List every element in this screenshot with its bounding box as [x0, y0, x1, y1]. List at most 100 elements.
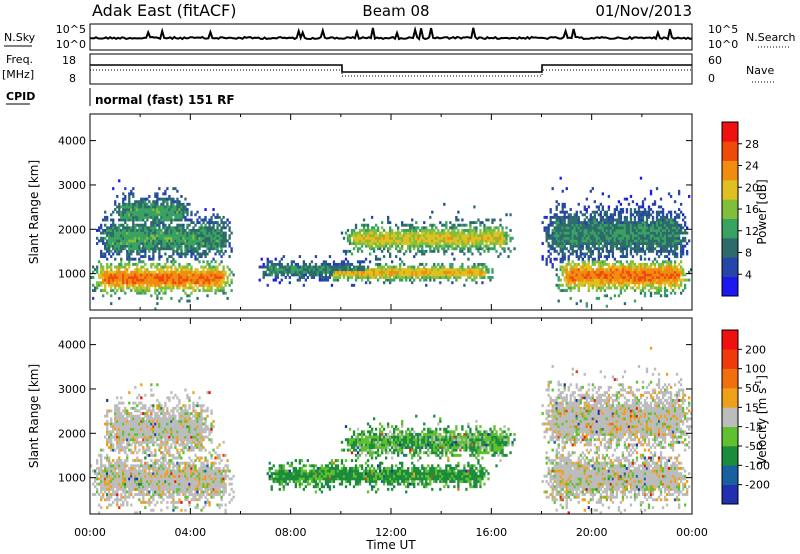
heatmap-cell	[491, 276, 494, 279]
heatmap-cell	[146, 268, 149, 272]
heatmap-cell	[639, 223, 643, 227]
heatmap-cell	[415, 226, 418, 230]
heatmap-cell	[120, 218, 123, 222]
heatmap-cell	[631, 262, 635, 266]
heatmap-cell	[473, 278, 476, 282]
heatmap-cell	[122, 286, 125, 290]
heatmap-cell	[164, 276, 167, 279]
heatmap-cell	[228, 242, 231, 245]
heatmap-cell	[643, 221, 647, 225]
freq-label-1: Freq.	[6, 53, 33, 66]
heatmap-cell	[673, 218, 677, 222]
heatmap-cell	[362, 223, 366, 227]
heatmap-cell	[541, 242, 544, 245]
heatmap-cell	[266, 268, 269, 272]
heatmap-cell	[146, 228, 149, 232]
heatmap-cell	[126, 242, 129, 245]
heatmap-cell	[100, 495, 103, 499]
heatmap-cell	[677, 215, 681, 219]
heatmap-cell	[116, 242, 119, 245]
heatmap-cell	[475, 273, 478, 277]
heatmap-cell	[437, 270, 440, 274]
heatmap-cell	[120, 270, 123, 274]
heatmap-cell	[603, 294, 607, 298]
heatmap-cell	[655, 187, 659, 191]
heatmap-cell	[210, 234, 213, 238]
heatmap-cell	[138, 291, 141, 295]
heatmap-cell	[158, 205, 161, 209]
heatmap-cell	[461, 236, 464, 240]
heatmap-cell	[144, 276, 147, 279]
heatmap-cell	[338, 268, 342, 272]
heatmap-cell	[617, 228, 621, 232]
heatmap-cell	[679, 228, 683, 232]
heatmap-cell	[565, 231, 568, 235]
colorbar-swatch	[722, 238, 738, 258]
heatmap-cell	[310, 270, 314, 274]
heatmap-cell	[104, 278, 107, 282]
heatmap-cell	[148, 270, 151, 274]
heatmap-cell	[142, 228, 145, 232]
heatmap-cell	[96, 242, 99, 245]
heatmap-cell	[180, 239, 183, 243]
heatmap-cell	[192, 273, 195, 277]
heatmap-cell	[132, 281, 135, 285]
heatmap-cell	[391, 244, 394, 248]
heatmap-cell	[128, 208, 131, 211]
heatmap-cell	[665, 249, 669, 253]
heatmap-cell	[126, 239, 129, 243]
heatmap-cell	[108, 456, 111, 460]
heatmap-cell	[128, 197, 131, 201]
heatmap-cell	[382, 242, 386, 245]
heatmap-cell	[336, 268, 340, 272]
heatmap-cell	[461, 242, 464, 245]
heatmap-cell	[160, 236, 163, 240]
heatmap-cell	[585, 234, 588, 238]
heatmap-cell	[623, 270, 627, 274]
heatmap-cell	[144, 291, 147, 295]
heatmap-cell	[132, 236, 135, 240]
heatmap-cell	[274, 270, 277, 274]
heatmap-cell	[120, 278, 123, 282]
heatmap-cell	[132, 205, 135, 209]
heatmap-cell	[491, 221, 494, 225]
heatmap-cell	[204, 208, 207, 211]
heatmap-cell	[164, 236, 167, 240]
heatmap-cell	[178, 283, 181, 287]
heatmap-cell	[601, 260, 605, 264]
heatmap-cell	[641, 213, 645, 217]
heatmap-cell	[631, 265, 635, 269]
heatmap-cell	[563, 202, 566, 206]
heatmap-cell	[210, 221, 213, 225]
heatmap-cell	[567, 270, 570, 274]
heatmap-cell	[174, 213, 177, 217]
heatmap-cell	[405, 273, 408, 277]
heatmap-cell	[102, 228, 105, 232]
heatmap-cell	[629, 242, 633, 245]
heatmap-cell	[685, 252, 689, 256]
heatmap-cell	[429, 247, 432, 251]
heatmap-cell	[557, 215, 560, 219]
heatmap-cell	[561, 247, 564, 251]
heatmap-cell	[595, 242, 598, 245]
heatmap-cell	[667, 273, 671, 277]
heatmap-cell	[617, 242, 621, 245]
heatmap-cell	[102, 482, 105, 486]
heatmap-cell	[451, 252, 454, 256]
heatmap-cell	[591, 221, 594, 225]
heatmap-cell	[641, 231, 645, 235]
heatmap-cell	[386, 234, 390, 238]
heatmap-cell	[605, 247, 609, 251]
heatmap-cell	[108, 495, 111, 499]
heatmap-cell	[124, 210, 127, 214]
heatmap-cell	[619, 283, 623, 287]
heatmap-cell	[106, 414, 109, 418]
heatmap-cell	[679, 268, 683, 272]
heatmap-cell	[667, 268, 671, 272]
heatmap-cell	[591, 273, 594, 277]
heatmap-cell	[641, 289, 645, 292]
heatmap-cell	[641, 276, 645, 279]
heatmap-cell	[102, 268, 105, 272]
heatmap-cell	[102, 487, 105, 491]
heatmap-cell	[647, 249, 651, 253]
